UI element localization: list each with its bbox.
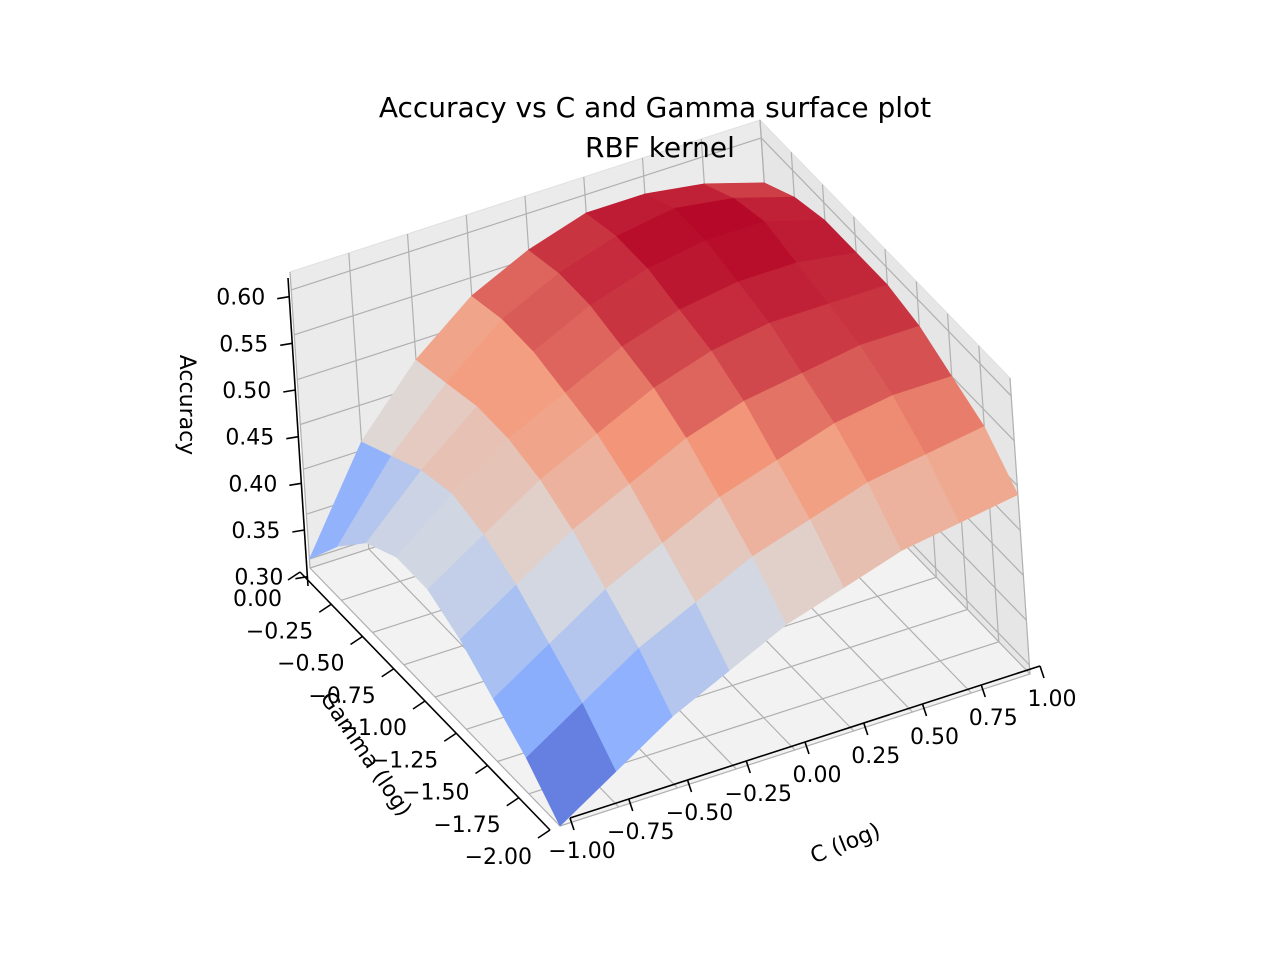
tick-labels: −1.00−0.75−0.50−0.250.000.250.500.751.00… bbox=[216, 286, 1076, 870]
x-tick-mark bbox=[569, 817, 575, 831]
x-tick-mark bbox=[686, 779, 693, 793]
z-tick-mark bbox=[295, 575, 308, 580]
x-tick-label: −0.75 bbox=[607, 820, 674, 845]
z-tick-mark bbox=[286, 435, 299, 440]
z-tick-label: 0.45 bbox=[225, 426, 274, 451]
z-tick-label: 0.35 bbox=[231, 519, 280, 544]
x-tick-label: −0.50 bbox=[666, 801, 733, 826]
z-tick-mark bbox=[289, 482, 302, 487]
x-axis-label: C (log) bbox=[807, 819, 884, 870]
z-tick-mark bbox=[280, 342, 293, 347]
x-tick-mark bbox=[980, 684, 987, 698]
z-tick-mark bbox=[292, 529, 305, 533]
y-tick-label: −0.50 bbox=[277, 652, 344, 677]
y-tick-label: −1.25 bbox=[371, 748, 438, 773]
z-tick-label: 0.30 bbox=[234, 566, 283, 591]
x-tick-label: 0.00 bbox=[793, 763, 842, 788]
z-tick-label: 0.40 bbox=[228, 472, 277, 497]
chart-title: Accuracy vs C and Gamma surface plot bbox=[379, 91, 931, 124]
x-tick-label: −1.00 bbox=[548, 839, 615, 864]
y-tick-mark bbox=[350, 635, 363, 646]
y-tick-mark bbox=[475, 764, 488, 775]
x-tick-mark bbox=[804, 741, 810, 755]
x-tick-label: 0.75 bbox=[969, 706, 1018, 731]
surface-mesh bbox=[308, 182, 1019, 827]
z-tick-mark bbox=[277, 295, 290, 300]
surface-patch bbox=[925, 426, 1019, 523]
y-tick-label: −1.50 bbox=[402, 781, 469, 806]
y-tick-mark bbox=[506, 797, 520, 807]
y-tick-label: −0.75 bbox=[308, 684, 375, 709]
z-tick-label: 0.55 bbox=[219, 332, 268, 357]
axis-lines bbox=[277, 277, 1045, 839]
x-tick-label: 1.00 bbox=[1028, 687, 1077, 712]
z-tick-label: 0.60 bbox=[216, 286, 265, 311]
y-gridline bbox=[559, 377, 1031, 827]
z-axis-line bbox=[287, 277, 309, 587]
y-tick-label: −0.25 bbox=[246, 619, 313, 644]
x-tick-label: 0.25 bbox=[851, 744, 900, 769]
x-tick-mark bbox=[1039, 665, 1045, 679]
y-tick-mark bbox=[287, 571, 301, 581]
y-tick-mark bbox=[537, 829, 551, 839]
z-axis-label: Accuracy bbox=[174, 355, 199, 455]
z-gridline bbox=[291, 137, 1012, 397]
x-tick-mark bbox=[745, 760, 752, 774]
x-tick-mark bbox=[862, 722, 869, 736]
x-tick-label: 0.50 bbox=[910, 725, 959, 750]
x-tick-mark bbox=[921, 703, 928, 717]
y-tick-mark bbox=[318, 603, 332, 613]
y-tick-mark bbox=[443, 732, 457, 742]
y-tick-label: −2.00 bbox=[465, 845, 532, 870]
z-tick-label: 0.50 bbox=[222, 379, 271, 404]
y-tick-mark bbox=[381, 668, 395, 678]
x-tick-mark bbox=[627, 798, 634, 812]
y-tick-label: −1.00 bbox=[340, 716, 407, 741]
y-tick-label: 0.00 bbox=[233, 587, 282, 612]
y-tick-mark bbox=[412, 700, 426, 710]
y-tick-label: −1.75 bbox=[433, 813, 500, 838]
z-tick-mark bbox=[283, 389, 296, 393]
x-tick-label: −0.25 bbox=[725, 782, 792, 807]
chart-subtitle: RBF kernel bbox=[585, 131, 735, 164]
